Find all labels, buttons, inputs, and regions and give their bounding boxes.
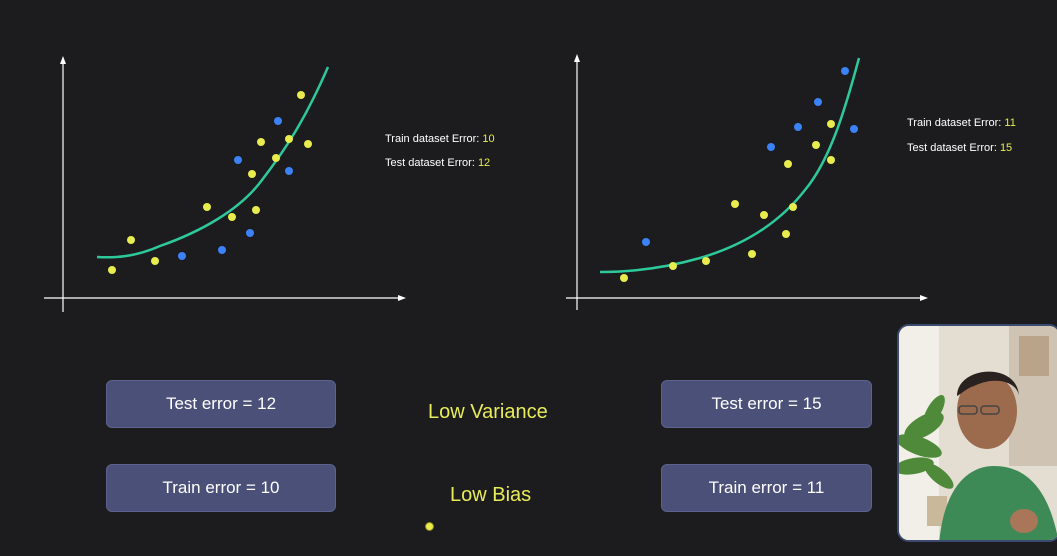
left-x-axis-arrow (398, 295, 406, 301)
train-point (669, 262, 677, 270)
left-train-error-box-label: Train error = 10 (162, 478, 280, 497)
right-train-points (620, 120, 835, 282)
train-point (228, 213, 236, 221)
left-test-error-value: 12 (477, 157, 491, 169)
right-fit-curve (599, 57, 861, 274)
right-train-error-text: Train dataset Error: 11 (907, 117, 1016, 129)
train-point (252, 206, 260, 214)
train-point (812, 141, 820, 149)
low-bias-label: Low Bias (450, 484, 532, 506)
left-y-axis-arrow (60, 56, 66, 64)
train-point (731, 200, 739, 208)
train-point (702, 257, 710, 265)
left-test-error-label: Test dataset Error: (385, 157, 478, 169)
left-test-points (178, 117, 293, 260)
test-point (285, 167, 293, 175)
test-point (850, 125, 858, 133)
right-axes (566, 54, 928, 310)
train-point (203, 203, 211, 211)
train-point (108, 266, 116, 274)
test-point (218, 246, 226, 254)
train-point (789, 203, 797, 211)
train-point (297, 91, 305, 99)
right-train-error-label: Train dataset Error: (907, 117, 1005, 129)
right-train-error-box: Train error = 11 (661, 464, 872, 512)
test-point (246, 229, 254, 237)
train-point (127, 236, 135, 244)
train-point (272, 154, 280, 162)
presenter-video-icon (899, 326, 1057, 540)
train-point (782, 230, 790, 238)
pointer-dot (425, 522, 434, 531)
left-fit-curve (96, 66, 330, 259)
right-test-error-label: Test dataset Error: (907, 142, 1000, 154)
train-point (304, 140, 312, 148)
test-point (841, 67, 849, 75)
left-train-points (108, 91, 312, 274)
right-test-error-value: 15 (999, 142, 1013, 154)
train-point (257, 138, 265, 146)
test-point (767, 143, 775, 151)
train-point (784, 160, 792, 168)
test-point (178, 252, 186, 260)
right-train-error-box-label: Train error = 11 (708, 478, 825, 497)
left-test-error-box-label: Test error = 12 (165, 394, 277, 413)
train-point (760, 211, 768, 219)
right-test-error-text: Test dataset Error: 15 (907, 142, 1012, 154)
left-train-error-box: Train error = 10 (106, 464, 336, 512)
right-test-error-box: Test error = 15 (661, 380, 872, 428)
right-test-error-box-label: Test error = 15 (711, 394, 822, 413)
left-axes (44, 56, 406, 312)
train-point (285, 135, 293, 143)
low-variance-label: Low Variance (428, 401, 548, 423)
test-point (814, 98, 822, 106)
left-train-error-value: 10 (482, 133, 495, 145)
right-test-points (642, 67, 858, 246)
test-point (794, 123, 802, 131)
train-point (248, 170, 256, 178)
test-point (274, 117, 282, 125)
train-point (748, 250, 756, 258)
train-point (827, 156, 835, 164)
left-test-error-text: Test dataset Error: 12 (385, 157, 490, 169)
left-test-error-box: Test error = 12 (106, 380, 336, 428)
left-train-error-label: Train dataset Error: (385, 133, 483, 145)
right-train-error-value: 11 (1004, 117, 1016, 129)
train-point (620, 274, 628, 282)
test-point (642, 238, 650, 246)
right-x-axis-arrow (920, 295, 928, 301)
left-train-error-text: Train dataset Error: 10 (385, 133, 495, 145)
test-point (234, 156, 242, 164)
train-point (827, 120, 835, 128)
right-y-axis-arrow (574, 54, 580, 62)
train-point (151, 257, 159, 265)
presenter-webcam (897, 324, 1057, 542)
